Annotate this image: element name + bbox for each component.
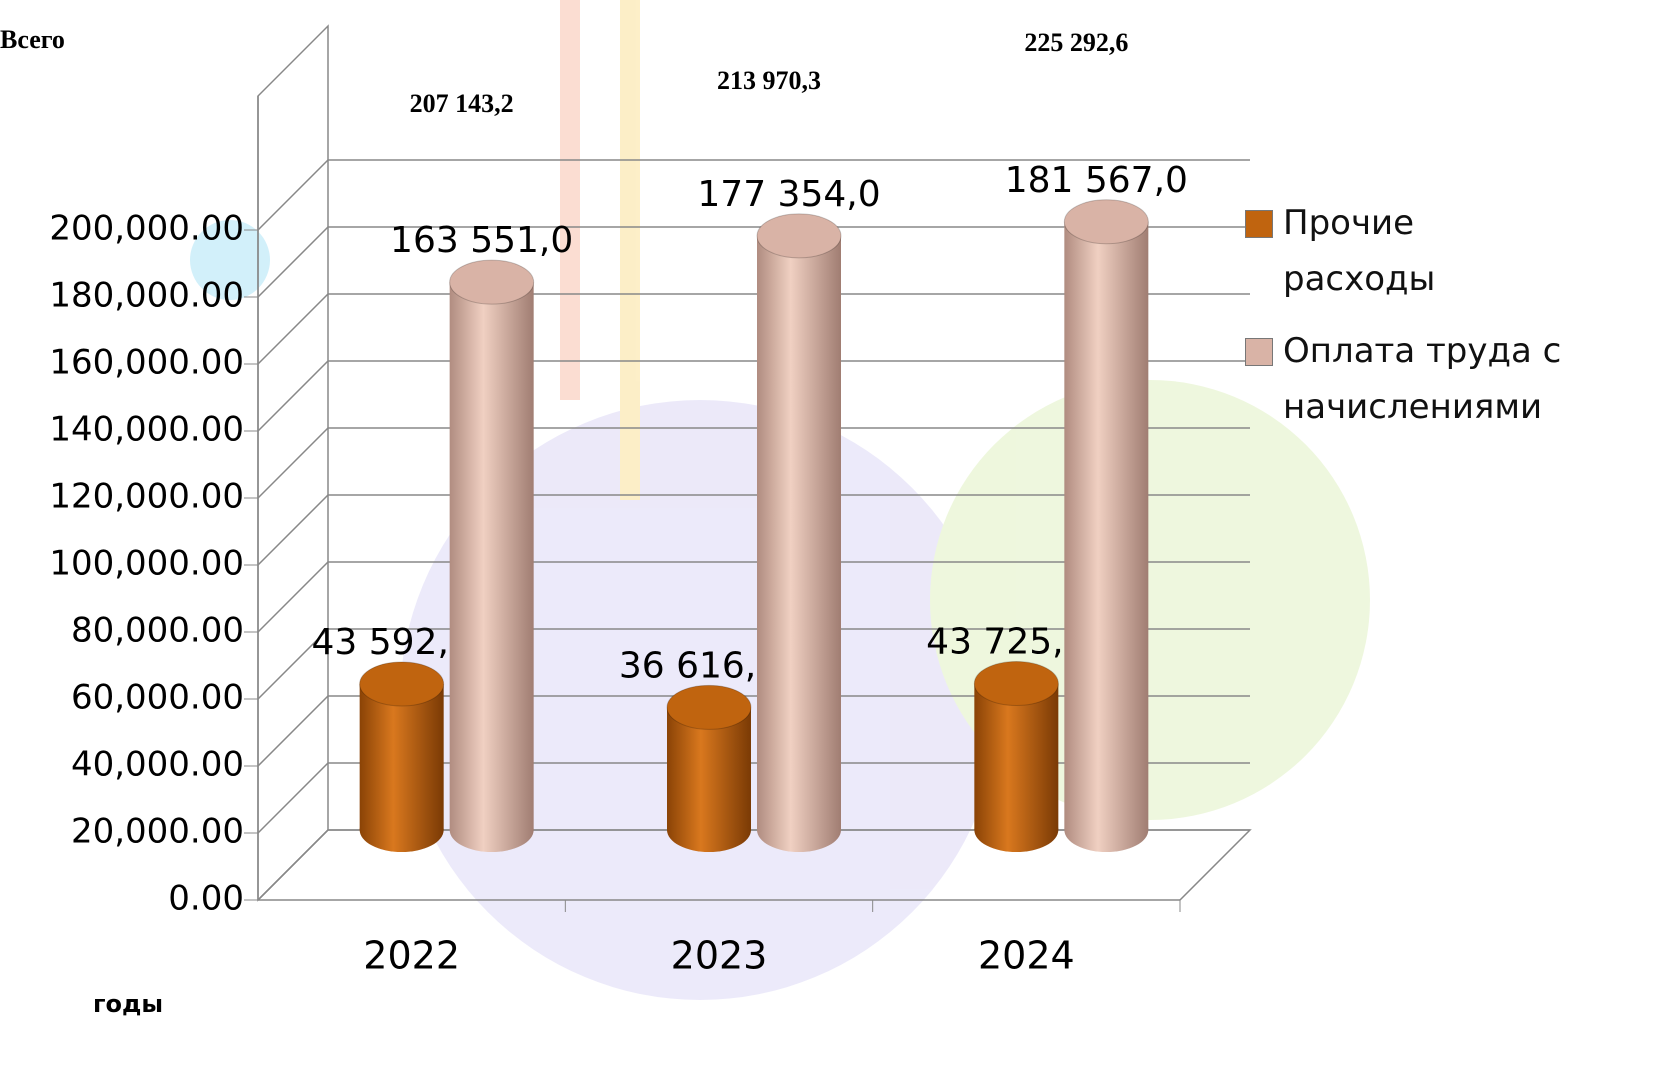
- cylinder-top: [1063, 199, 1149, 245]
- x-tick-label: 2024: [978, 934, 1075, 978]
- cylinder-body: [757, 235, 841, 830]
- x-axis-title: годы: [93, 990, 163, 1018]
- y-tick-label: 120,000.00: [49, 477, 244, 517]
- legend-item: Оплата труда с начислениями: [1245, 323, 1575, 435]
- y-tick-label: 160,000.00: [49, 343, 244, 383]
- grid-line: [257, 360, 1250, 432]
- grid-line: [257, 695, 1250, 767]
- cylinder-top: [359, 661, 445, 707]
- y-tick-label: 40,000.00: [71, 745, 244, 785]
- total-label: 213 970,3: [717, 66, 821, 95]
- grid-line: [257, 628, 1250, 700]
- x-tick-label: 2023: [671, 934, 768, 978]
- total-label: 225 292,6: [1024, 28, 1128, 57]
- grid-line: [257, 226, 1250, 298]
- y-tick-label: 180,000.00: [49, 276, 244, 316]
- data-label: 43 592,2: [312, 622, 472, 663]
- grid-line: [257, 829, 1250, 901]
- cylinder-body: [1064, 221, 1149, 830]
- grid-line: [257, 494, 1250, 566]
- cylinder-top: [973, 661, 1059, 707]
- legend-swatch: [1245, 338, 1273, 366]
- data-label: 163 551,0: [390, 220, 573, 261]
- legend-swatch: [1245, 210, 1273, 238]
- y-axis-title: Всего: [0, 25, 65, 54]
- legend-item: Прочие расходы: [1245, 195, 1575, 307]
- y-tick-label: 60,000.00: [71, 678, 244, 718]
- y-tick-label: 200,000.00: [49, 209, 244, 249]
- data-label: 36 616,3: [619, 645, 779, 686]
- cylinder-top: [449, 259, 535, 305]
- cylinder: [756, 213, 842, 852]
- cylinder-body: [359, 683, 444, 830]
- data-label: 43 725,6: [926, 622, 1086, 663]
- cylinder: [973, 661, 1059, 852]
- cylinder: [449, 259, 535, 852]
- grid-line: [257, 159, 1250, 231]
- legend-label: Оплата труда с начислениями: [1283, 331, 1562, 427]
- cylinder-top: [666, 684, 752, 730]
- grid-line: [257, 762, 1250, 834]
- data-label: 177 354,0: [697, 174, 880, 215]
- cylinder-top: [756, 213, 842, 259]
- y-tick-label: 0.00: [168, 879, 244, 919]
- y-tick-label: 100,000.00: [49, 544, 244, 584]
- cylinder: [1063, 199, 1149, 852]
- cylinder-body: [449, 282, 534, 831]
- y-tick-label: 20,000.00: [71, 812, 244, 852]
- grid-line: [257, 561, 1250, 633]
- data-label: 181 567,0: [1005, 160, 1188, 201]
- cylinder-body: [974, 683, 1059, 830]
- grid-line: [257, 427, 1250, 499]
- grid-line: [257, 293, 1250, 365]
- legend-label: Прочие расходы: [1283, 203, 1436, 299]
- y-tick-label: 140,000.00: [49, 410, 244, 450]
- cylinder: [666, 684, 752, 852]
- legend: Прочие расходы Оплата труда с начислениям…: [1245, 195, 1575, 451]
- y-tick-label: 80,000.00: [71, 611, 244, 651]
- x-tick-label: 2022: [363, 934, 460, 978]
- cylinder: [359, 661, 445, 852]
- total-label: 207 143,2: [410, 89, 514, 118]
